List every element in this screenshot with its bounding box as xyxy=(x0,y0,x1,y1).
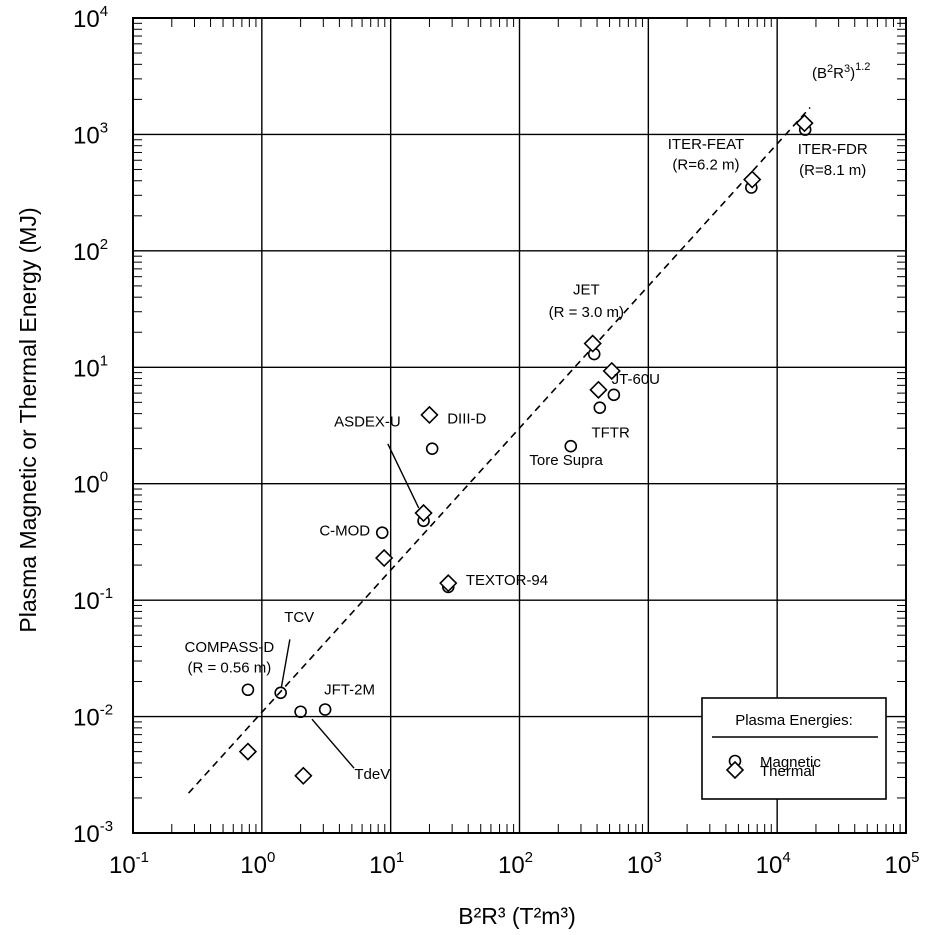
thermal-point xyxy=(795,114,814,133)
legend-thermal-label: Thermal xyxy=(760,763,815,780)
fit-label-sup2: 3 xyxy=(844,63,850,75)
x-tick-label: 101 xyxy=(369,849,404,879)
y-axis-title: Plasma Magnetic or Thermal Energy (MJ) xyxy=(15,207,41,632)
axis-ticks xyxy=(133,18,906,833)
annotation-jet-2: (R = 3.0 m) xyxy=(549,304,624,321)
annotation-tftr: TFTR xyxy=(591,424,629,441)
annotation-iterfdr-2: (R=8.1 m) xyxy=(799,162,866,179)
annotation-iterfeat-2: (R=6.2 m) xyxy=(672,156,739,173)
leader-lines xyxy=(280,443,420,769)
fit-label-exp: 1.2 xyxy=(855,61,870,73)
magnetic-point xyxy=(607,388,621,402)
thermal-point xyxy=(602,361,621,381)
fit-label-sup1: 2 xyxy=(827,63,833,75)
y-tick-label: 101 xyxy=(73,352,108,382)
x-tick-label: 105 xyxy=(884,849,919,879)
legend: Plasma Energies: Magnetic Thermal xyxy=(701,697,887,800)
annotation-compass-1: COMPASS-D xyxy=(185,639,275,656)
annotation-textor: TEXTOR-94 xyxy=(466,572,548,589)
y-tick-label: 10-2 xyxy=(73,702,113,732)
annotation-tcv: TCV xyxy=(284,609,314,626)
magnetic-point xyxy=(241,683,255,697)
thermal-point xyxy=(583,334,602,353)
magnetic-point xyxy=(375,526,389,539)
y-tick-label: 102 xyxy=(73,236,108,266)
annotation-tdev: TdeV xyxy=(354,766,390,783)
x-tick-label: 103 xyxy=(627,849,662,879)
magnetic-point xyxy=(318,703,332,716)
thermal-point xyxy=(294,766,313,785)
legend-box xyxy=(701,697,887,800)
tdev-leader xyxy=(311,718,355,769)
annotation-asdex: ASDEX-U xyxy=(334,414,401,431)
magnetic-point xyxy=(593,401,607,414)
svg-text:(B2R3)1.2: (B2R3)1.2 xyxy=(812,61,870,82)
annotations: COMPASS-D (R = 0.56 m) TCV JFT-2M TdeV C-MOD A… xyxy=(185,136,868,783)
y-tick-label: 104 xyxy=(73,3,108,33)
thermal-point xyxy=(743,170,762,189)
legend-title: Plasma Energies: xyxy=(735,712,853,729)
legend-magnetic-label: Magnetic xyxy=(760,754,821,771)
plot-frame xyxy=(132,17,907,834)
annotation-diiid: DIII-D xyxy=(447,410,486,427)
legend-thermal-marker xyxy=(725,760,745,780)
thermal-point xyxy=(375,548,394,568)
annotation-tore: Tore Supra xyxy=(529,452,603,469)
annotation-jt60: JT-60U xyxy=(612,371,660,388)
thermal-point xyxy=(238,742,258,761)
annotation-iterfdr-1: ITER-FDR xyxy=(798,141,868,158)
x-tick-label: 100 xyxy=(240,849,275,879)
x-tick-label: 104 xyxy=(756,849,791,879)
y-tick-labels: 10-3 10-2 10-1 100 101 102 103 104 xyxy=(73,3,113,848)
y-tick-label: 103 xyxy=(73,119,108,149)
thermal-point xyxy=(439,573,458,593)
y-tick-label: 10-1 xyxy=(73,585,113,615)
asdex-leader xyxy=(387,443,420,509)
magnetic-point xyxy=(425,442,439,455)
annotation-jet-1: JET xyxy=(573,282,600,299)
fit-label-base: (B xyxy=(812,65,827,82)
fit-line-label: (B2R3)1.2 xyxy=(812,61,870,82)
fit-line xyxy=(187,107,811,794)
fit-label-close: ) xyxy=(850,65,855,82)
annotation-iterfeat-1: ITER-FEAT xyxy=(668,136,744,153)
x-tick-label: 10-1 xyxy=(109,849,149,879)
thermal-point xyxy=(414,503,433,523)
magnetic-point xyxy=(274,686,287,700)
magnetic-point xyxy=(294,705,307,719)
x-axis-title: B²R³ (T²m³) xyxy=(458,903,576,929)
magnetic-point xyxy=(564,439,578,453)
x-tick-labels: 10-1 100 101 102 103 104 105 xyxy=(109,849,920,879)
thermal-point xyxy=(420,405,439,425)
fit-line-group xyxy=(187,107,811,794)
y-tick-label: 100 xyxy=(73,469,108,499)
tcv-leader xyxy=(280,639,291,687)
annotation-jft: JFT-2M xyxy=(324,681,375,698)
thermal-point xyxy=(589,380,608,399)
data-points xyxy=(238,114,814,785)
x-tick-label: 102 xyxy=(498,849,533,879)
annotation-compass-2: (R = 0.56 m) xyxy=(188,659,272,676)
annotation-cmod: C-MOD xyxy=(319,522,370,539)
fit-label-mid: R xyxy=(833,65,844,82)
y-tick-label: 10-3 xyxy=(73,818,113,848)
